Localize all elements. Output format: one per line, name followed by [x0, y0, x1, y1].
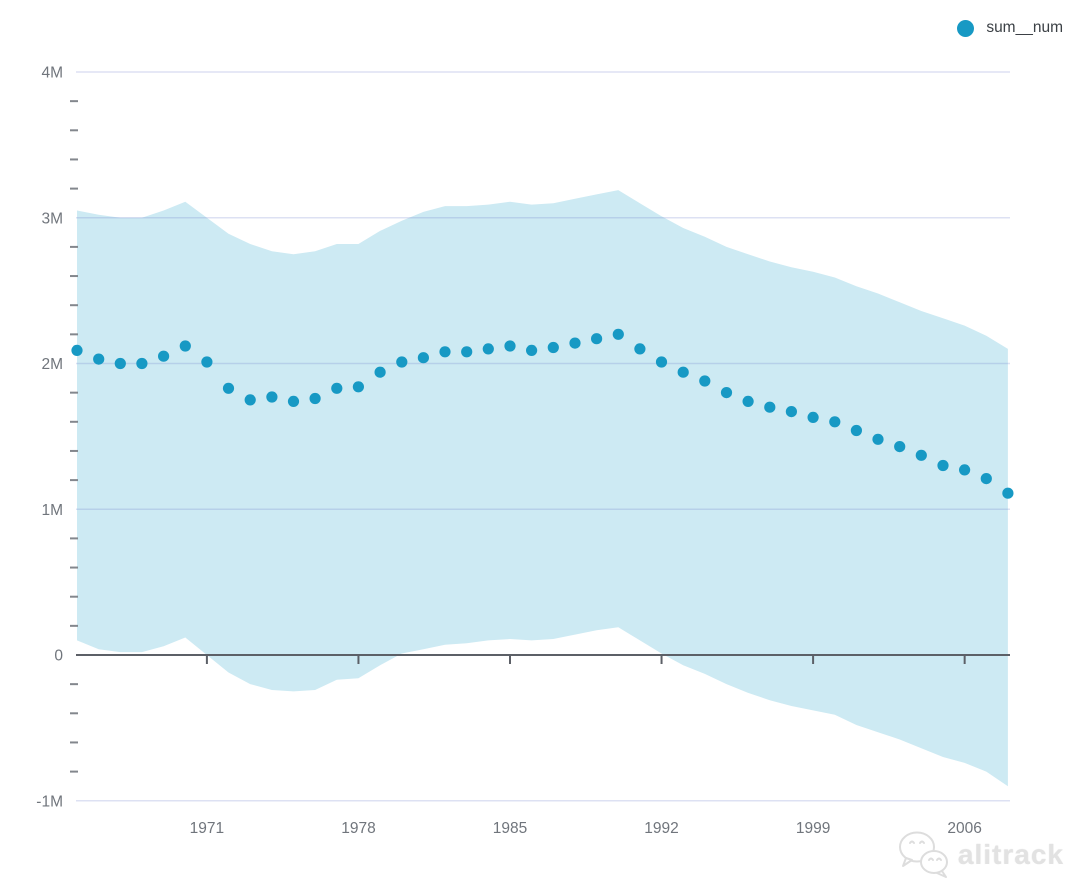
data-point[interactable]	[136, 357, 148, 370]
data-point[interactable]	[829, 416, 841, 428]
data-point[interactable]	[894, 441, 906, 453]
data-point[interactable]	[482, 343, 494, 355]
data-point[interactable]	[569, 337, 581, 349]
data-point[interactable]	[807, 411, 819, 423]
data-point[interactable]	[504, 340, 516, 352]
data-point[interactable]	[655, 356, 668, 368]
x-axis-label: 2006	[947, 820, 981, 837]
data-point[interactable]	[331, 382, 343, 394]
data-point[interactable]	[699, 375, 711, 387]
data-point[interactable]	[677, 366, 689, 378]
data-point[interactable]	[287, 395, 300, 407]
data-point[interactable]	[352, 381, 364, 393]
data-point[interactable]	[179, 340, 191, 352]
data-point[interactable]	[158, 350, 170, 362]
data-point[interactable]	[850, 424, 863, 437]
x-axis-label: 1978	[341, 820, 375, 837]
data-point[interactable]	[71, 344, 83, 356]
data-point[interactable]	[93, 353, 105, 365]
data-point[interactable]	[222, 382, 235, 394]
data-point[interactable]	[396, 356, 408, 368]
data-point[interactable]	[417, 352, 429, 364]
legend-series-dot-icon	[957, 19, 975, 37]
y-axis-label: 3M	[41, 210, 63, 227]
confidence-band-area	[77, 190, 1008, 787]
data-point[interactable]	[266, 391, 278, 403]
data-point[interactable]	[785, 406, 798, 418]
data-point[interactable]	[720, 387, 733, 399]
x-axis-label: 1971	[190, 820, 224, 837]
y-axis-label: 2M	[41, 356, 63, 373]
data-point[interactable]	[764, 401, 776, 413]
data-point[interactable]	[201, 356, 213, 368]
x-axis-label: 1985	[493, 820, 527, 837]
data-point[interactable]	[980, 473, 992, 485]
data-point[interactable]	[591, 333, 603, 345]
data-point[interactable]	[959, 464, 971, 476]
data-point[interactable]	[461, 346, 473, 358]
data-point[interactable]	[1002, 487, 1014, 499]
data-point[interactable]	[612, 328, 624, 340]
data-point[interactable]	[742, 395, 754, 407]
data-point[interactable]	[244, 394, 256, 406]
data-point[interactable]	[915, 449, 927, 461]
y-axis-label: 1M	[41, 502, 63, 519]
data-point[interactable]	[309, 392, 321, 405]
legend-item-sum-num[interactable]: sum__num	[957, 19, 1063, 37]
x-axis-label: 1992	[644, 820, 678, 837]
data-point[interactable]	[872, 433, 884, 445]
x-axis-label: 1999	[796, 820, 830, 837]
data-point[interactable]	[937, 459, 949, 472]
y-axis-label: -1M	[36, 793, 63, 810]
data-point[interactable]	[634, 343, 646, 355]
data-point[interactable]	[439, 346, 451, 358]
data-point[interactable]	[114, 357, 126, 370]
y-axis-label: 4M	[41, 65, 63, 82]
y-axis-label: 0	[54, 648, 63, 665]
legend-series-label: sum__num	[986, 19, 1063, 36]
data-point[interactable]	[526, 344, 538, 356]
data-point[interactable]	[547, 341, 559, 354]
data-point[interactable]	[374, 366, 386, 378]
